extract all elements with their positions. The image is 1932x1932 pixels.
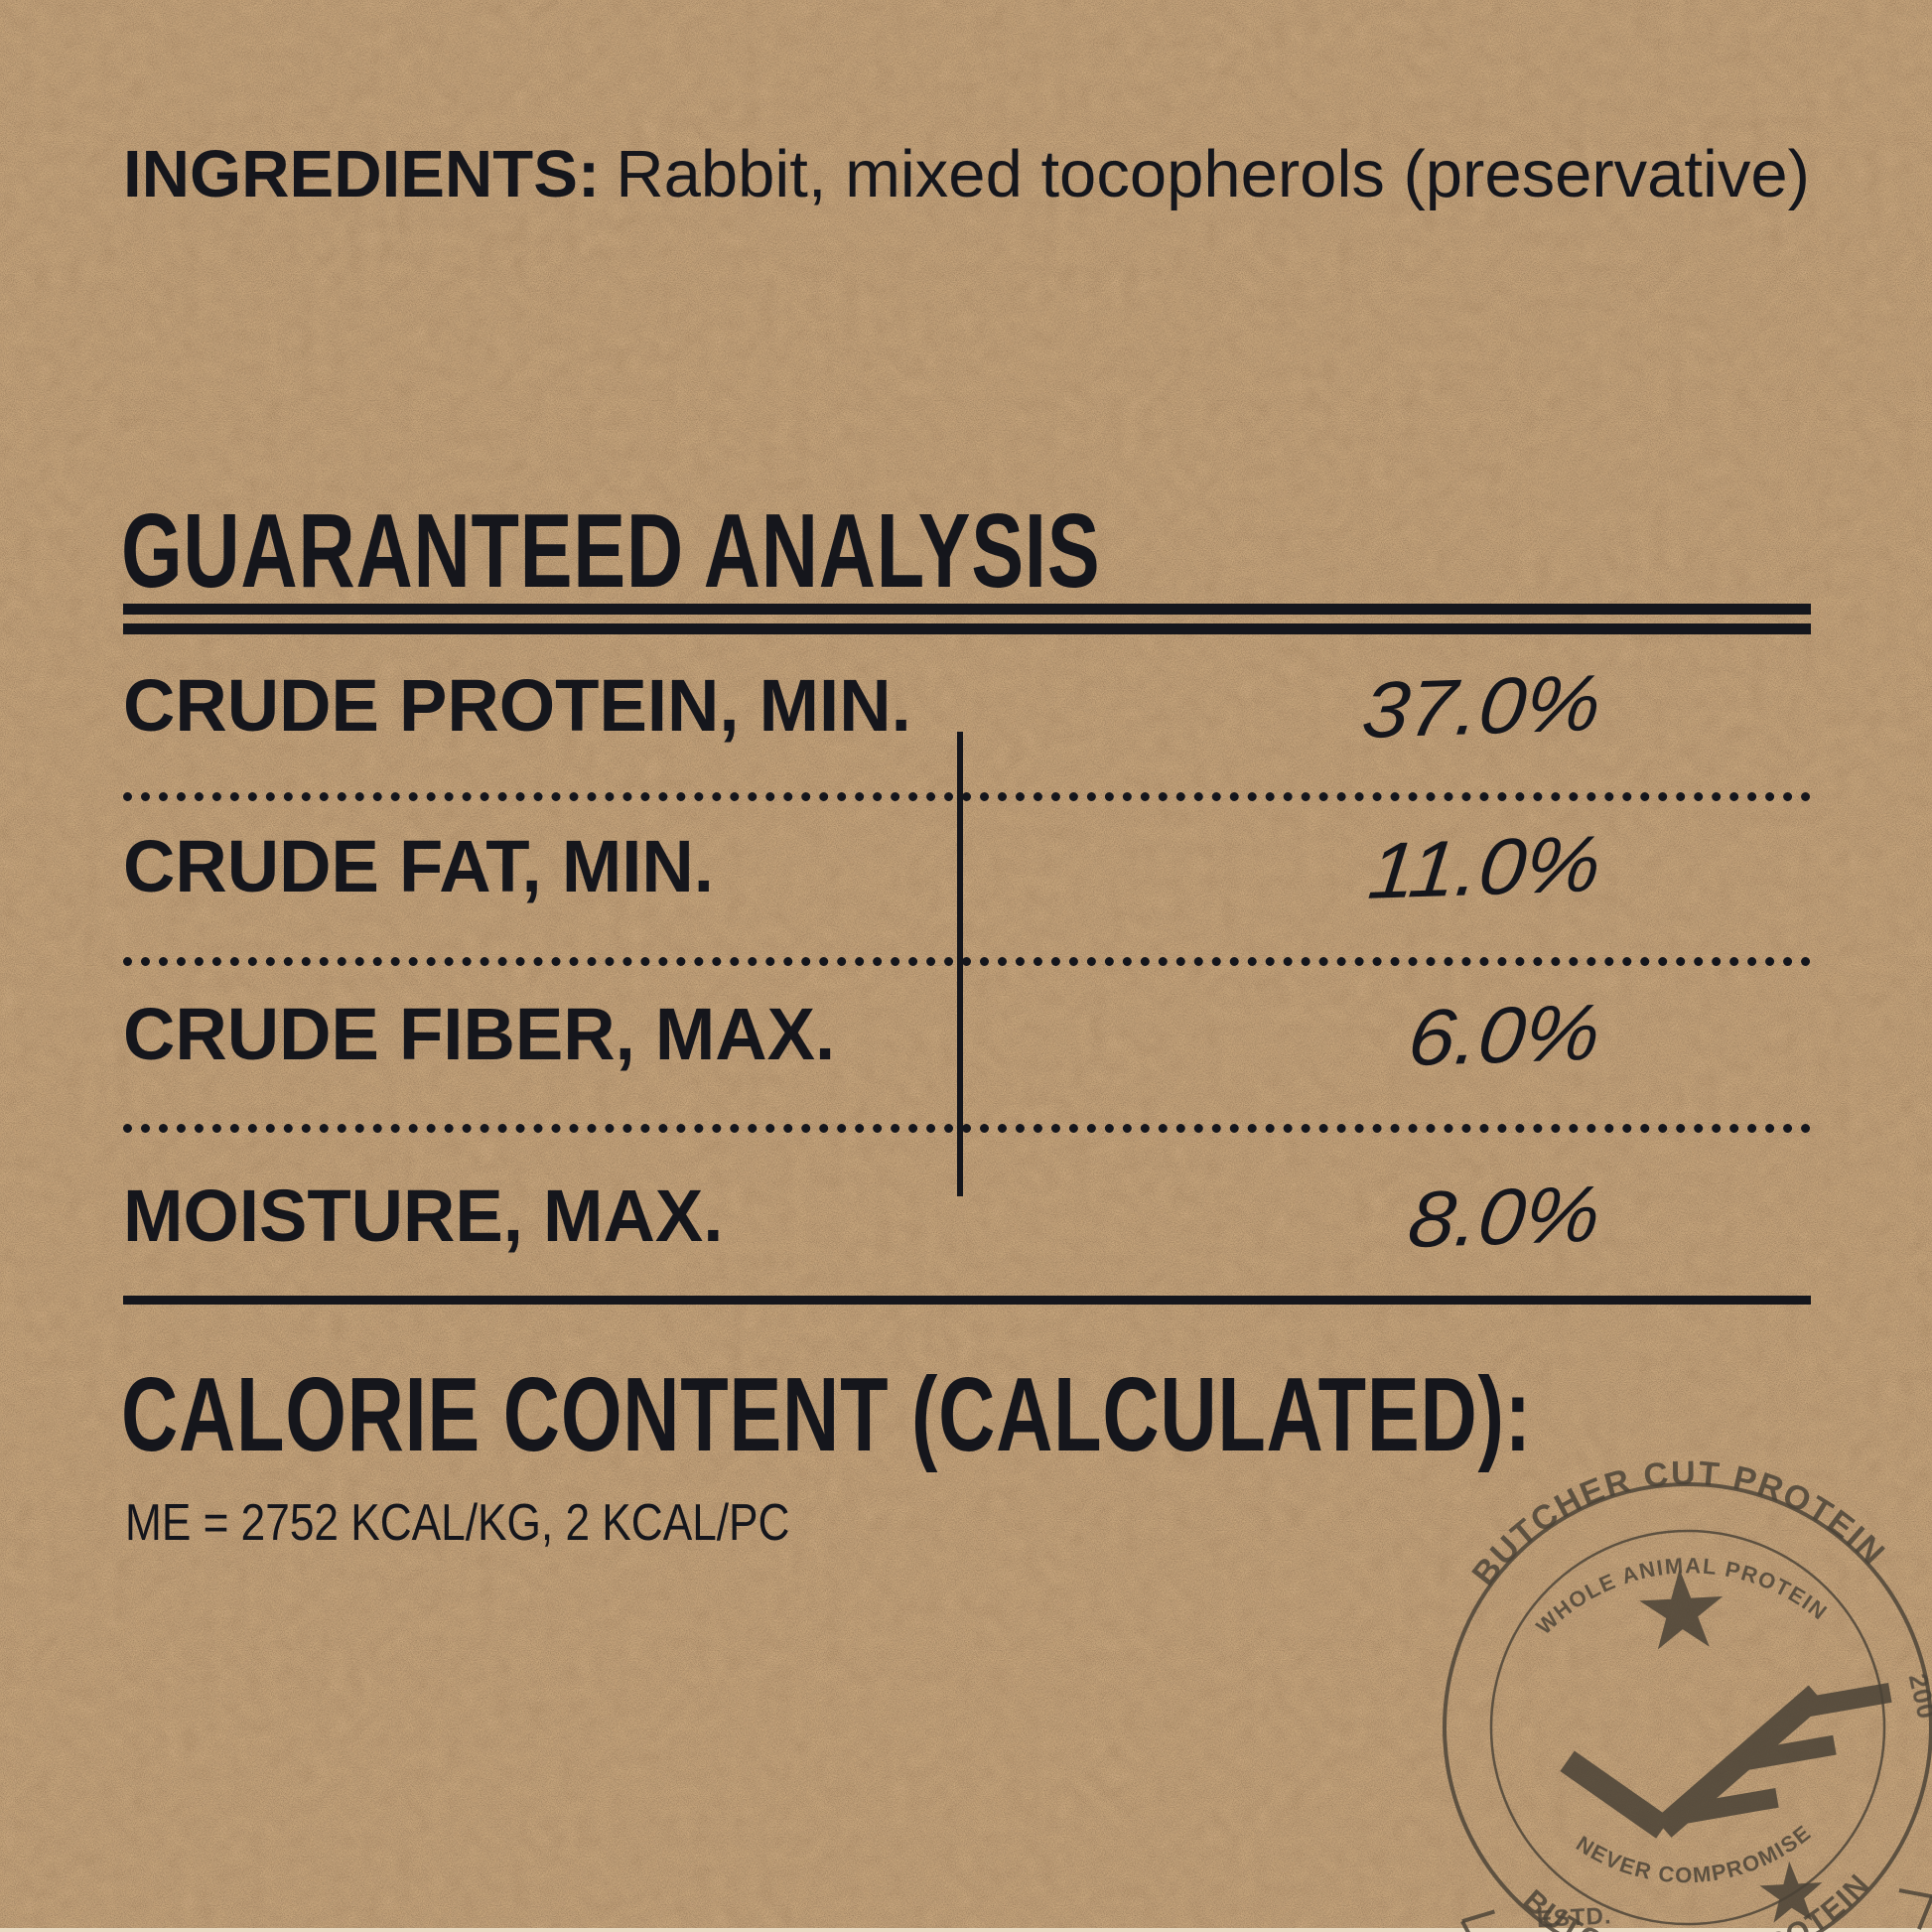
svg-text:ESTD.: ESTD.: [1536, 1902, 1612, 1932]
svg-text:NEVER COMPROMISE: NEVER COMPROMISE: [1571, 1819, 1818, 1894]
svg-text:200: 200: [1903, 1671, 1932, 1723]
